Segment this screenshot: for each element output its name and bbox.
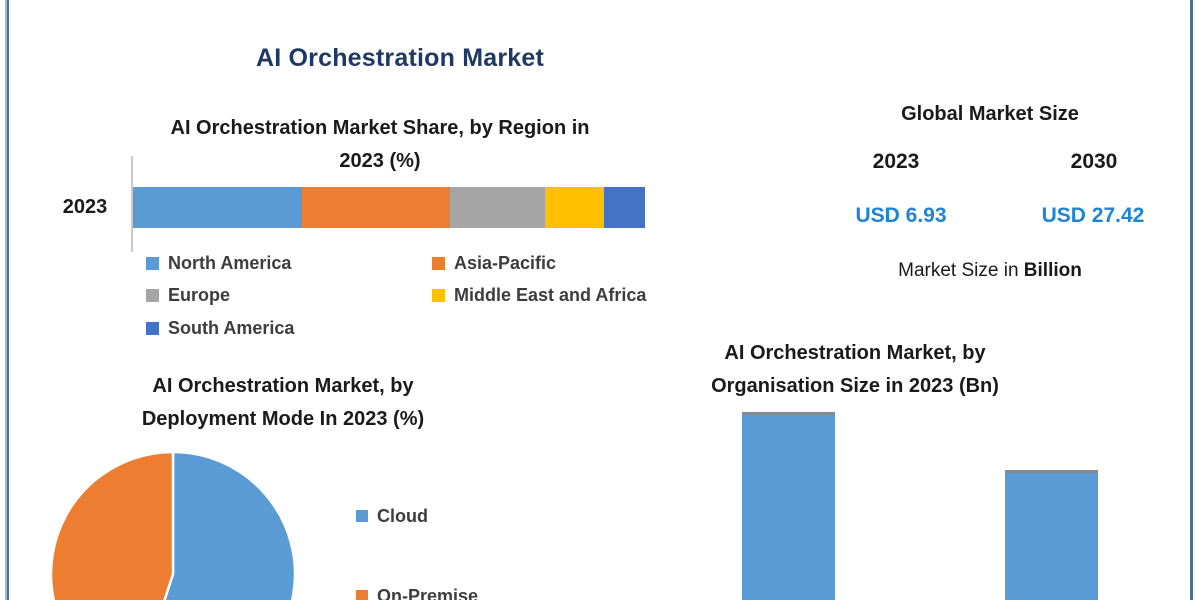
north-america-swatch-icon [146,256,159,270]
legend-item-south-america: South America [146,317,294,339]
deployment-pie-chart [47,448,299,600]
organisation-bar-2 [1005,470,1098,600]
deployment-chart-title-line1: AI Orchestration Market, by [152,375,414,397]
region-chart-category-label: 2023 [62,196,108,218]
europe-swatch-icon [146,288,159,302]
frame-border-left-outer [5,0,7,600]
market-size-year-2030: 2030 [1070,150,1118,173]
on-premise-swatch-icon [356,590,368,600]
legend-item-asia-pacific: Asia-Pacific [432,252,556,274]
legend-label: South America [168,317,295,338]
market-size-heading: Global Market Size [901,103,1079,125]
legend-label: On-Premise [377,585,479,600]
market-size-note: Market Size in Billion [840,260,1140,282]
deployment-chart-title: AI Orchestration Market, by Deployment M… [58,370,508,436]
legend-item-cloud: Cloud [356,505,428,527]
asia-pacific-swatch-icon [432,256,445,270]
market-size-note-prefix: Market Size in [898,260,1024,281]
pie-slice-cloud [163,450,297,600]
pie-slice-on-premise [49,450,175,600]
organisation-chart-title: AI Orchestration Market, by Organisation… [640,337,1070,403]
legend-label: Cloud [377,505,428,526]
south-america-swatch-icon [146,321,159,335]
market-size-year-2023: 2023 [872,150,920,173]
region-chart-title-line1: AI Orchestration Market Share, by Region… [170,117,590,139]
middle-east-africa-swatch-icon [432,288,445,302]
legend-label: Europe [168,284,231,305]
organisation-chart-title-line2: Organisation Size in 2023 (Bn) [711,375,999,397]
region-chart-title-line2: 2023 (%) [339,150,421,172]
page-title: AI Orchestration Market [255,44,544,72]
frame-border-right [1190,0,1193,600]
organisation-bar-1 [742,412,835,600]
legend-label: Middle East and Africa [454,284,647,305]
legend-item-middle-east-africa: Middle East and Africa [432,284,646,306]
stacked-segment-asia-pacific [301,187,451,228]
legend-label: Asia-Pacific [454,252,557,273]
legend-item-on-premise: On-Premise [356,585,478,600]
stacked-segment-south-america [604,187,645,228]
market-size-value-2023: USD 6.93 [855,204,947,227]
stacked-segment-north-america [133,187,302,228]
market-size-note-unit: Billion [1023,260,1082,281]
stacked-segment-europe [450,187,546,228]
frame-border-left [7,0,9,600]
region-chart-title: AI Orchestration Market Share, by Region… [110,112,650,178]
region-stacked-bar [133,187,645,228]
organisation-chart-title-line1: AI Orchestration Market, by [724,342,986,364]
deployment-pie-svg [49,450,297,600]
deployment-chart-title-line2: Deployment Mode In 2023 (%) [141,408,425,430]
region-chart-axis [131,156,133,252]
legend-item-north-america: North America [146,252,291,274]
legend-label: North America [168,252,292,273]
market-size-value-2030: USD 27.42 [1041,204,1145,227]
cloud-swatch-icon [356,510,368,522]
stacked-segment-middle-east-and-africa [545,187,605,228]
legend-item-europe: Europe [146,284,230,306]
